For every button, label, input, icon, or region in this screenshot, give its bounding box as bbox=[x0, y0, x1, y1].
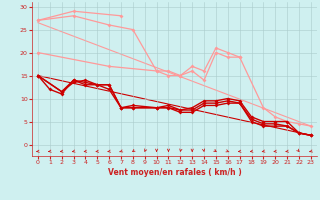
X-axis label: Vent moyen/en rafales ( km/h ): Vent moyen/en rafales ( km/h ) bbox=[108, 168, 241, 177]
